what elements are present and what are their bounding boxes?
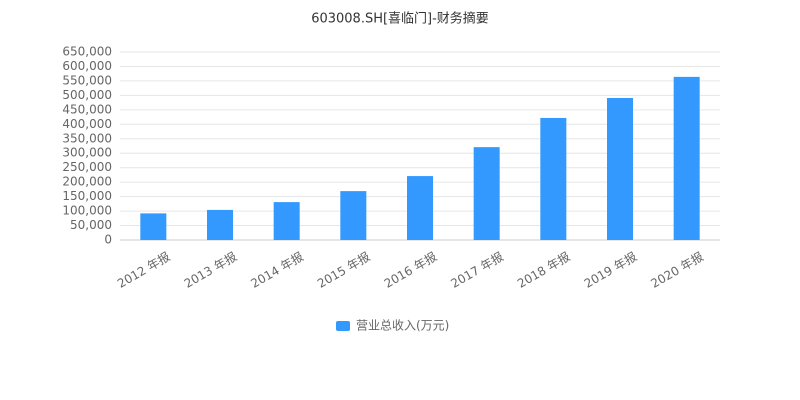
bar xyxy=(673,76,700,241)
x-tick-label: 2016 年报 xyxy=(381,249,439,291)
y-tick-label: 300,000 xyxy=(62,146,112,160)
bar xyxy=(340,191,367,240)
bar xyxy=(473,147,500,240)
x-tick-label: 2014 年报 xyxy=(248,249,306,291)
y-tick-label: 400,000 xyxy=(62,117,112,131)
y-tick-label: 0 xyxy=(104,233,112,247)
bar xyxy=(273,202,300,240)
legend-label: 营业总收入(万元) xyxy=(356,319,449,333)
x-tick-label: 2012 年报 xyxy=(115,249,173,291)
x-tick-label: 2018 年报 xyxy=(515,249,573,291)
x-tick-label: 2017 年报 xyxy=(448,249,506,291)
y-tick-label: 100,000 xyxy=(62,204,112,218)
bar xyxy=(607,97,633,240)
bar xyxy=(540,117,567,240)
y-tick-label: 250,000 xyxy=(62,160,112,174)
chart-title: 603008.SH[喜临门]-财务摘要 xyxy=(311,11,489,27)
y-tick-label: 150,000 xyxy=(62,189,112,203)
y-tick-label: 50,000 xyxy=(70,218,112,232)
y-tick-label: 200,000 xyxy=(62,175,112,189)
x-tick-label: 2020 年报 xyxy=(648,249,706,291)
y-tick-label: 350,000 xyxy=(62,131,112,145)
y-tick-label: 450,000 xyxy=(62,102,112,116)
x-tick-label: 2019 年报 xyxy=(581,249,639,291)
x-tick-label: 2013 年报 xyxy=(181,249,239,291)
y-tick-label: 550,000 xyxy=(62,73,112,87)
y-tick-label: 500,000 xyxy=(62,88,112,102)
y-tick-label: 650,000 xyxy=(62,45,112,59)
x-tick-label: 2015 年报 xyxy=(315,249,373,291)
bar xyxy=(407,176,433,240)
y-tick-label: 600,000 xyxy=(62,59,112,73)
bar xyxy=(207,209,233,240)
legend-swatch xyxy=(336,321,350,331)
bar xyxy=(140,213,167,240)
